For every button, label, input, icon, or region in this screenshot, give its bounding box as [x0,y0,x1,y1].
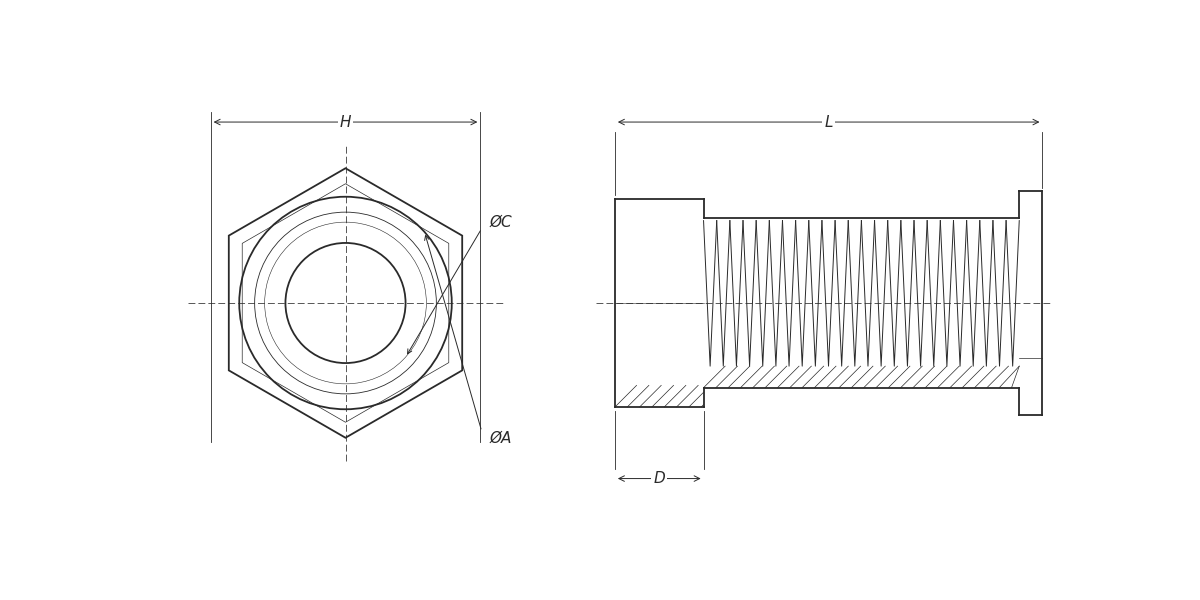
Text: L: L [824,115,833,130]
Text: D: D [654,471,665,486]
Text: ØC: ØC [490,215,512,230]
Text: ØA: ØA [490,430,512,445]
Text: H: H [340,115,352,130]
